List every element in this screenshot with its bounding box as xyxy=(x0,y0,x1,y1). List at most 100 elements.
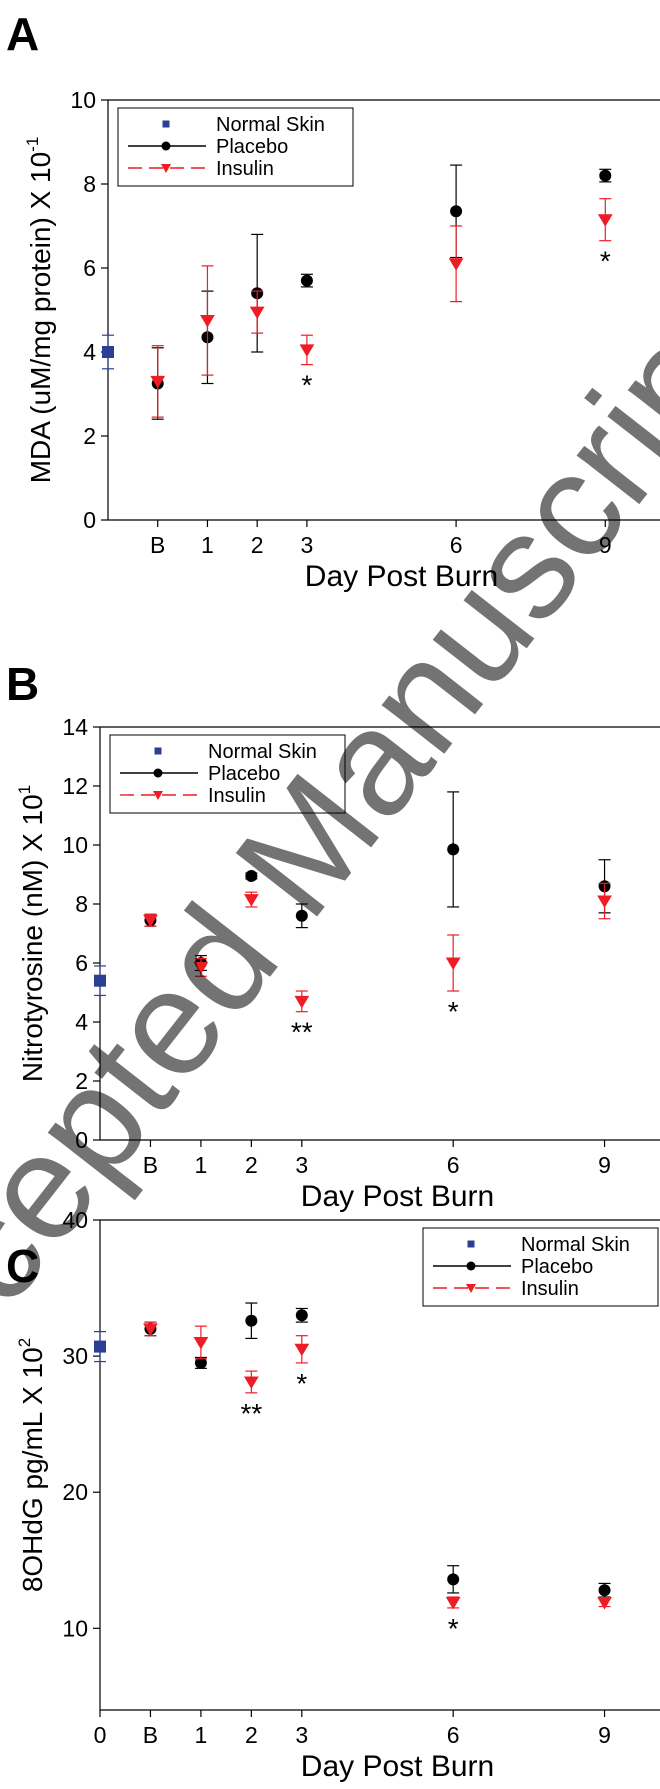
y-tick-label: 0 xyxy=(75,1127,88,1153)
significance-marker: * xyxy=(301,370,312,401)
y-tick-label: 4 xyxy=(83,339,96,365)
marker-square xyxy=(102,346,114,358)
legend-box xyxy=(117,107,354,187)
y-axis-title: MDA (uM/mg protein) X 10-1 xyxy=(23,137,56,484)
legend-label: Placebo xyxy=(208,763,280,785)
y-tick-label: 8 xyxy=(75,891,88,917)
legend-label: Normal Skin xyxy=(208,741,317,763)
x-tick-label: 1 xyxy=(195,1722,208,1748)
legend-marker xyxy=(161,141,171,151)
y-tick-label: 10 xyxy=(62,832,88,858)
marker-circle xyxy=(295,909,308,922)
series xyxy=(102,334,114,370)
marker-triangle xyxy=(200,315,215,328)
legend-marker xyxy=(466,1261,476,1271)
series xyxy=(94,965,106,997)
legend-marker xyxy=(161,164,171,173)
marker-circle xyxy=(599,169,612,182)
marker-square xyxy=(94,1340,106,1353)
y-tick-label: 4 xyxy=(75,1009,88,1035)
x-tick-label: B xyxy=(143,1152,158,1178)
panel-letter: B xyxy=(6,658,39,710)
y-tick-label: 40 xyxy=(62,1207,88,1233)
legend-label: Normal Skin xyxy=(216,114,325,136)
series xyxy=(150,198,613,418)
y-axis-title: 8OHdG pg/mL X 102 xyxy=(15,1338,48,1592)
legend-marker xyxy=(162,120,170,128)
x-axis-title: Day Post Burn xyxy=(301,1750,494,1783)
panel: A 0 2 4 6 8 10 B 1 2 3 6 9 Day Post Burn MDA (uM/mg pr… xyxy=(6,8,660,593)
marker-triangle xyxy=(143,914,158,928)
x-tick-label: 9 xyxy=(598,1722,611,1748)
x-tick-label: 3 xyxy=(301,532,314,558)
legend-marker xyxy=(154,747,162,755)
marker-triangle xyxy=(193,1337,209,1350)
marker-triangle xyxy=(597,895,612,909)
legend-label: Placebo xyxy=(521,1256,593,1278)
y-tick-label: 20 xyxy=(62,1479,88,1505)
marker-circle xyxy=(295,1309,308,1322)
marker-square xyxy=(94,974,106,987)
marker-triangle xyxy=(448,258,464,271)
legend-box xyxy=(422,1227,659,1307)
marker-triangle xyxy=(243,1376,259,1389)
marker-triangle xyxy=(299,344,315,357)
y-tick-label: 0 xyxy=(83,507,96,533)
x-tick-label: 2 xyxy=(245,1152,258,1178)
marker-triangle xyxy=(143,1323,158,1336)
legend-marker xyxy=(466,1284,476,1293)
panel-letter: A xyxy=(6,8,39,60)
y-tick-label: 10 xyxy=(70,87,96,113)
marker-circle xyxy=(598,1584,611,1597)
x-tick-label: 2 xyxy=(245,1722,258,1748)
y-axis-title-superscript: 1 xyxy=(15,785,34,794)
marker-circle xyxy=(447,843,460,856)
x-tick-label: B xyxy=(150,532,165,558)
significance-marker: * xyxy=(448,996,459,1027)
x-tick-label: 6 xyxy=(447,1722,460,1748)
y-tick-label: 2 xyxy=(83,423,96,449)
panel-letter: C xyxy=(6,1240,39,1292)
marker-triangle xyxy=(445,1596,461,1610)
legend-box xyxy=(109,734,346,814)
marker-triangle xyxy=(597,1596,612,1610)
legend-marker xyxy=(467,1240,475,1248)
marker-circle xyxy=(245,869,258,882)
x-tick-label: 1 xyxy=(195,1152,208,1178)
y-axis-title-main: MDA (uM/mg protein) X 10 xyxy=(25,152,56,483)
series xyxy=(144,1302,611,1598)
significance-marker: * xyxy=(296,1368,307,1399)
legend-label: Insulin xyxy=(216,158,274,180)
marker-circle xyxy=(245,1314,258,1327)
y-axis-title-superscript: 2 xyxy=(15,1338,34,1347)
marker-circle xyxy=(300,274,313,287)
significance-marker: * xyxy=(600,246,611,277)
series xyxy=(143,882,612,1013)
x-axis-title: Day Post Burn xyxy=(305,560,498,593)
y-axis-title-main: Nitrotyrosine (nM) X 10 xyxy=(17,794,48,1082)
y-tick-label: 6 xyxy=(83,255,96,281)
x-tick-label: 3 xyxy=(295,1722,308,1748)
legend-label: Insulin xyxy=(521,1278,579,1300)
significance-marker: * xyxy=(448,1613,459,1644)
x-axis-title: Day Post Burn xyxy=(301,1180,494,1213)
marker-triangle xyxy=(249,306,265,320)
marker-triangle xyxy=(243,894,259,907)
x-tick-label: 1 xyxy=(201,532,214,558)
significance-marker: ** xyxy=(291,1017,313,1048)
marker-triangle xyxy=(294,1343,310,1357)
x-tick-label: B xyxy=(143,1722,158,1748)
legend-label: Insulin xyxy=(208,785,266,807)
x-tick-label: 9 xyxy=(599,532,612,558)
marker-circle xyxy=(450,205,463,218)
y-tick-label: 30 xyxy=(62,1343,88,1369)
y-tick-label: 6 xyxy=(75,950,88,976)
x-tick-label: 2 xyxy=(251,532,264,558)
marker-triangle xyxy=(150,375,166,389)
y-tick-label: 14 xyxy=(62,714,88,740)
series xyxy=(151,164,612,420)
